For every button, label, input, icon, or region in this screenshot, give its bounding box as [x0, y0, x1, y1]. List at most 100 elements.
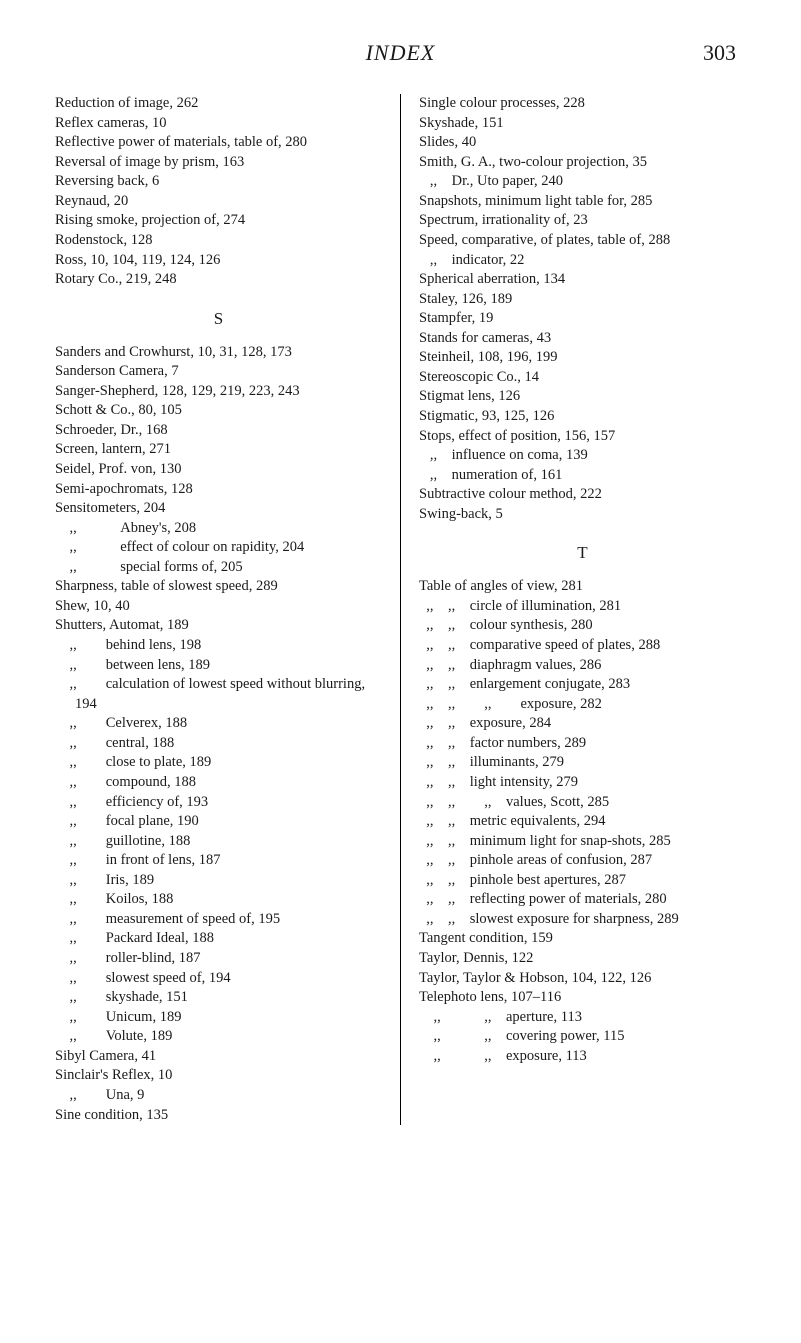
index-entry: ,, ,, exposure, 113	[419, 1047, 746, 1067]
index-entry: Sinclair's Reflex, 10	[55, 1066, 382, 1086]
page-title: INDEX	[366, 40, 436, 66]
index-entry: ,, ,, reflecting power of materials, 280	[419, 890, 746, 910]
index-entry: Sanders and Crowhurst, 10, 31, 128, 173	[55, 343, 382, 363]
index-entry: ,, ,, factor numbers, 289	[419, 734, 746, 754]
index-entry: Rotary Co., 219, 248	[55, 270, 382, 290]
index-entry: Rising smoke, projection of, 274	[55, 211, 382, 231]
index-entry: Subtractive colour method, 222	[419, 485, 746, 505]
index-entry: ,, Unicum, 189	[55, 1008, 382, 1028]
index-entry: Shew, 10, 40	[55, 597, 382, 617]
index-entry: Spherical aberration, 134	[419, 270, 746, 290]
index-entry: Sibyl Camera, 41	[55, 1047, 382, 1067]
index-entry: ,, indicator, 22	[419, 251, 746, 271]
index-entry: Reversal of image by prism, 163	[55, 153, 382, 173]
index-entry: Rodenstock, 128	[55, 231, 382, 251]
index-entry: ,, efficiency of, 193	[55, 793, 382, 813]
index-entry: ,, ,, minimum light for snap-shots, 285	[419, 832, 746, 852]
index-entry: Sanderson Camera, 7	[55, 362, 382, 382]
index-entry: ,, focal plane, 190	[55, 812, 382, 832]
index-entry: ,, behind lens, 198	[55, 636, 382, 656]
index-entry: Telephoto lens, 107–116	[419, 988, 746, 1008]
index-entry: ,, ,, ,, values, Scott, 285	[419, 793, 746, 813]
index-entry: ,, ,, exposure, 284	[419, 714, 746, 734]
right-column: Single colour processes, 228Skyshade, 15…	[419, 94, 746, 1125]
index-entry: Sanger-Shepherd, 128, 129, 219, 223, 243	[55, 382, 382, 402]
index-entry: Speed, comparative, of plates, table of,…	[419, 231, 746, 251]
index-entry: ,, Packard Ideal, 188	[55, 929, 382, 949]
index-entry: Stigmat lens, 126	[419, 387, 746, 407]
section-letter: T	[419, 542, 746, 565]
index-entry: Single colour processes, 228	[419, 94, 746, 114]
index-entry: Taylor, Taylor & Hobson, 104, 122, 126	[419, 969, 746, 989]
index-entry: ,, ,, comparative speed of plates, 288	[419, 636, 746, 656]
index-entry: Sensitometers, 204	[55, 499, 382, 519]
index-entry: ,, ,, circle of illumination, 281	[419, 597, 746, 617]
index-entry: Reflective power of materials, table of,…	[55, 133, 382, 153]
index-entry: ,, ,, enlargement conjugate, 283	[419, 675, 746, 695]
index-entry: ,, ,, aperture, 113	[419, 1008, 746, 1028]
index-entry: ,, ,, slowest exposure for sharpness, 28…	[419, 910, 746, 930]
index-entry: Smith, G. A., two-colour projection, 35	[419, 153, 746, 173]
index-entry: ,, measurement of speed of, 195	[55, 910, 382, 930]
page-header: INDEX 303	[55, 40, 746, 66]
index-columns: Reduction of image, 262Reflex cameras, 1…	[55, 94, 746, 1125]
index-entry: ,, close to plate, 189	[55, 753, 382, 773]
index-entry: Stampfer, 19	[419, 309, 746, 329]
index-entry: ,, skyshade, 151	[55, 988, 382, 1008]
index-entry: Staley, 126, 189	[419, 290, 746, 310]
index-entry: Schott & Co., 80, 105	[55, 401, 382, 421]
index-entry: Stereoscopic Co., 14	[419, 368, 746, 388]
left-column: Reduction of image, 262Reflex cameras, 1…	[55, 94, 382, 1125]
index-entry: Taylor, Dennis, 122	[419, 949, 746, 969]
index-entry: ,, Celverex, 188	[55, 714, 382, 734]
index-entry: ,, compound, 188	[55, 773, 382, 793]
index-entry: Reversing back, 6	[55, 172, 382, 192]
index-entry: Stands for cameras, 43	[419, 329, 746, 349]
index-entry: Screen, lantern, 271	[55, 440, 382, 460]
index-entry: ,, ,, pinhole best apertures, 287	[419, 871, 746, 891]
index-entry: ,, in front of lens, 187	[55, 851, 382, 871]
index-entry: ,, ,, ,, exposure, 282	[419, 695, 746, 715]
index-entry: Sine condition, 135	[55, 1106, 382, 1126]
index-entry: Table of angles of view, 281	[419, 577, 746, 597]
index-entry: ,, effect of colour on rapidity, 204	[55, 538, 382, 558]
index-entry: Shutters, Automat, 189	[55, 616, 382, 636]
index-entry: Semi-apochromats, 128	[55, 480, 382, 500]
index-entry: Reflex cameras, 10	[55, 114, 382, 134]
page-number: 303	[703, 40, 736, 66]
index-entry: Seidel, Prof. von, 130	[55, 460, 382, 480]
index-entry: ,, ,, metric equivalents, 294	[419, 812, 746, 832]
index-entry: ,, between lens, 189	[55, 656, 382, 676]
index-entry: ,, numeration of, 161	[419, 466, 746, 486]
index-entry: ,, calculation of lowest speed without b…	[55, 675, 382, 714]
index-entry: Stigmatic, 93, 125, 126	[419, 407, 746, 427]
index-entry: Spectrum, irrationality of, 23	[419, 211, 746, 231]
index-entry: Reynaud, 20	[55, 192, 382, 212]
index-entry: ,, ,, light intensity, 279	[419, 773, 746, 793]
index-entry: ,, ,, colour synthesis, 280	[419, 616, 746, 636]
index-entry: ,, guillotine, 188	[55, 832, 382, 852]
index-entry: ,, ,, illuminants, 279	[419, 753, 746, 773]
index-entry: Stops, effect of position, 156, 157	[419, 427, 746, 447]
index-entry: ,, Koilos, 188	[55, 890, 382, 910]
index-entry: ,, central, 188	[55, 734, 382, 754]
index-entry: Slides, 40	[419, 133, 746, 153]
index-entry: Snapshots, minimum light table for, 285	[419, 192, 746, 212]
index-entry: ,, special forms of, 205	[55, 558, 382, 578]
index-entry: ,, Una, 9	[55, 1086, 382, 1106]
index-entry: Skyshade, 151	[419, 114, 746, 134]
index-entry: ,, Dr., Uto paper, 240	[419, 172, 746, 192]
index-entry: ,, Volute, 189	[55, 1027, 382, 1047]
index-entry: Sharpness, table of slowest speed, 289	[55, 577, 382, 597]
index-entry: Swing-back, 5	[419, 505, 746, 525]
index-entry: ,, ,, diaphragm values, 286	[419, 656, 746, 676]
index-entry: Steinheil, 108, 196, 199	[419, 348, 746, 368]
index-entry: ,, slowest speed of, 194	[55, 969, 382, 989]
index-entry: ,, Abney's, 208	[55, 519, 382, 539]
index-entry: ,, Iris, 189	[55, 871, 382, 891]
index-entry: Tangent condition, 159	[419, 929, 746, 949]
column-divider	[400, 94, 401, 1125]
index-entry: Schroeder, Dr., 168	[55, 421, 382, 441]
index-entry: ,, influence on coma, 139	[419, 446, 746, 466]
index-entry: Reduction of image, 262	[55, 94, 382, 114]
